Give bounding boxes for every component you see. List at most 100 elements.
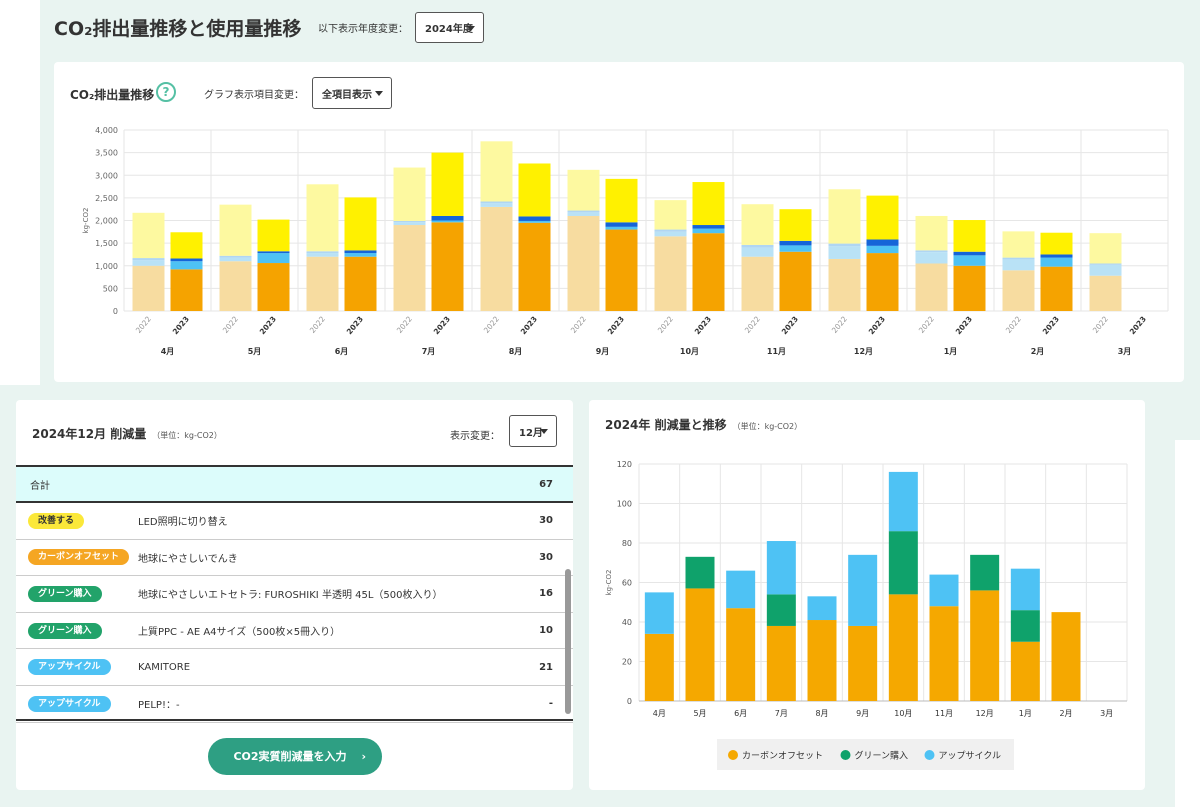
reduction-card: 2024年12月 削減量 （単位：kg-CO2） 表示変更： 12月 合計 67 … — [16, 400, 573, 790]
reduction-bar-segment — [807, 620, 837, 701]
row-value: 30 — [539, 551, 553, 563]
bar-2022-segment — [741, 244, 774, 248]
year-tick-label: 2022 — [917, 314, 936, 335]
reduction-bar-segment — [888, 471, 918, 532]
month-tick-label: 9月 — [596, 347, 610, 356]
reduction-bar-segment — [970, 554, 1000, 591]
bar-2022-segment — [393, 222, 426, 226]
bar-2022-segment — [306, 256, 339, 311]
month-tick-label: 3月 — [1100, 709, 1113, 718]
reduction-bar-segment — [726, 608, 756, 701]
bar-2022-segment — [306, 251, 339, 254]
month-select[interactable]: 12月 — [509, 415, 557, 447]
reduction-bar-segment — [1010, 641, 1040, 701]
table-row[interactable]: アップサイクル PELP!：- - — [16, 686, 573, 723]
legend-marker — [840, 750, 851, 760]
bar-2023-segment — [779, 251, 812, 311]
year-tick-label: 2022 — [830, 314, 849, 335]
month-tick-label: 11月 — [935, 709, 953, 718]
year-tick-label: 2023 — [432, 315, 452, 337]
bar-2022-segment — [828, 243, 861, 247]
bar-2022-segment — [219, 255, 252, 258]
co2-emission-chart: 4,000 3,500 3,000 2,500 2,000 1,500 1,000 500 0 k… — [82, 126, 1169, 356]
table-row[interactable]: グリーン購入 上質PPC - AE A4サイズ（500枚×5冊入り） 10 — [16, 613, 573, 650]
reduction-bar-segment — [970, 590, 1000, 701]
y-axis-label: kg-CO2 — [82, 208, 90, 234]
reduction-bar-segment — [766, 625, 796, 701]
bar-2023-segment — [953, 251, 986, 256]
display-change-label: 表示変更： — [450, 431, 500, 442]
bar-2022-segment — [1089, 275, 1122, 311]
y-tick-label: 80 — [622, 539, 632, 548]
bar-2022-segment — [132, 258, 165, 261]
bar-2022-segment — [219, 257, 252, 262]
bar-2022-segment — [915, 250, 948, 253]
year-tick-label: 2023 — [171, 315, 191, 337]
year-select[interactable]: 2024年度 — [415, 12, 484, 43]
bar-2022-segment — [915, 252, 948, 264]
row-name: 地球にやさしいエトセトラ: FUROSHIKI 半透明 45L（500枚入り） — [138, 590, 443, 602]
legend-label: グリーン購入 — [855, 750, 909, 762]
bar-2022-segment — [393, 225, 426, 311]
month-select-value: 12月 — [519, 427, 543, 439]
table-row[interactable]: グリーン購入 地球にやさしいエトセトラ: FUROSHIKI 半透明 45L（50… — [16, 576, 573, 613]
bar-2023-segment — [257, 251, 290, 254]
graph-item-select[interactable]: 全項目表示 — [312, 77, 392, 109]
graph-select-value: 全項目表示 — [322, 89, 372, 101]
reduction-card-title: 2024年12月 削減量 （単位：kg-CO2） — [32, 425, 222, 442]
reduction-bar-segment — [1051, 612, 1081, 701]
bar-2022-segment — [1002, 257, 1035, 260]
reduction-bar-segment — [644, 633, 674, 701]
help-icon[interactable]: ? — [156, 82, 176, 102]
reduction-trend-chart: 120 100 80 60 40 20 0 kg-CO2 4月 5月 6月 7月 8月 9月 10月 11月 1… — [605, 460, 1128, 770]
co2-section: CO₂排出量推移と使用量推移 以下表示年度変更： 2024年度 CO₂排出量推移… — [40, 0, 1200, 440]
y-tick-label: 2,000 — [95, 217, 118, 226]
reduction-section: 2024年12月 削減量 （単位：kg-CO2） 表示変更： 12月 合計 67 … — [0, 385, 1175, 807]
page-title: CO₂排出量推移と使用量推移 — [54, 18, 302, 40]
year-tick-label: 2022 — [134, 314, 153, 335]
reduction-table: 合計 67 改善する LED照明に切り替え 30 カーボンオフセット 地球にやさしいでん… — [16, 465, 573, 723]
table-row[interactable]: アップサイクル KAMITORE 21 — [16, 649, 573, 686]
bar-2022-segment — [132, 260, 165, 266]
reduction-bar-segment — [685, 588, 715, 701]
reduction-bar-segment — [685, 556, 715, 589]
bar-2023-segment — [431, 152, 464, 216]
bar-2023-segment — [605, 222, 638, 227]
bar-2022-segment — [741, 247, 774, 257]
bar-2023-segment — [605, 229, 638, 311]
bar-2023-segment — [866, 239, 899, 246]
bar-2022-segment — [306, 184, 339, 252]
row-name: KAMITORE — [138, 661, 191, 673]
trend-unit: （単位：kg-CO2） — [732, 422, 803, 431]
year-tick-label: 2022 — [569, 314, 588, 335]
table-row[interactable]: カーボンオフセット 地球にやさしいでんき 30 — [16, 540, 573, 577]
bar-2022-segment — [828, 258, 861, 311]
bar-2022-segment — [567, 215, 600, 311]
y-tick-label: 0 — [113, 307, 118, 316]
reduction-bar-segment — [807, 596, 837, 621]
table-scrollbar[interactable] — [565, 569, 571, 714]
table-row[interactable]: 改善する LED照明に切り替え 30 — [16, 503, 573, 540]
bar-2022-segment — [1089, 233, 1122, 264]
input-reduction-button[interactable]: CO2実質削減量を入力 › — [208, 738, 382, 775]
category-badge: カーボンオフセット — [28, 549, 130, 566]
month-tick-label: 5月 — [248, 347, 262, 356]
bar-2022-segment — [480, 201, 513, 204]
bar-2023-segment — [605, 226, 638, 230]
y-tick-label: 100 — [617, 500, 632, 509]
y-tick-label: 20 — [622, 658, 632, 667]
year-tick-label: 2023 — [693, 315, 713, 337]
bar-2023-segment — [1040, 232, 1073, 255]
reduction-bar-segment — [766, 541, 796, 595]
year-tick-label: 2022 — [1004, 314, 1023, 335]
bar-2022-segment — [828, 189, 861, 244]
month-tick-label: 4月 — [653, 709, 666, 718]
year-tick-label: 2023 — [606, 315, 626, 337]
total-value: 67 — [539, 478, 553, 490]
y-tick-label: 120 — [617, 460, 632, 469]
year-tick-label: 2022 — [743, 314, 762, 335]
bar-2023-segment — [344, 250, 377, 254]
bar-2023-segment — [431, 215, 464, 221]
bar-2022-segment — [393, 220, 426, 223]
reduction-bar-segment — [848, 554, 878, 626]
